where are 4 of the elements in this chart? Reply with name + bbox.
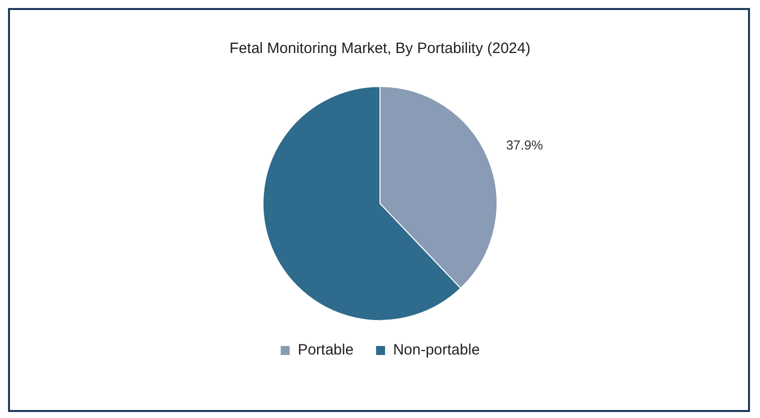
legend-label: Portable [298,342,354,359]
chart-title: Fetal Monitoring Market, By Portability (2024) [230,40,530,58]
legend-label: Non-portable [393,342,480,359]
data-label: 37.9% [506,137,544,152]
